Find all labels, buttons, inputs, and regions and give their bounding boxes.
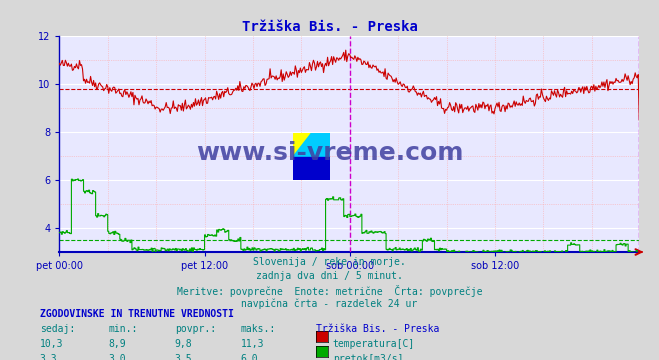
- Text: ZGODOVINSKE IN TRENUTNE VREDNOSTI: ZGODOVINSKE IN TRENUTNE VREDNOSTI: [40, 309, 233, 319]
- Polygon shape: [293, 133, 330, 157]
- Text: Tržiška Bis. - Preska: Tržiška Bis. - Preska: [242, 20, 417, 34]
- Text: zadnja dva dni / 5 minut.: zadnja dva dni / 5 minut.: [256, 271, 403, 281]
- Text: Tržiška Bis. - Preska: Tržiška Bis. - Preska: [316, 324, 440, 334]
- Text: sedaj:: sedaj:: [40, 324, 74, 334]
- Text: pretok[m3/s]: pretok[m3/s]: [333, 354, 403, 360]
- Text: 11,3: 11,3: [241, 339, 264, 349]
- Polygon shape: [293, 133, 312, 157]
- Text: povpr.:: povpr.:: [175, 324, 215, 334]
- Text: maks.:: maks.:: [241, 324, 275, 334]
- Text: 3,0: 3,0: [109, 354, 127, 360]
- Text: 6,0: 6,0: [241, 354, 258, 360]
- Text: temperatura[C]: temperatura[C]: [333, 339, 415, 349]
- Text: Meritve: povprečne  Enote: metrične  Črta: povprečje: Meritve: povprečne Enote: metrične Črta:…: [177, 285, 482, 297]
- Text: navpična črta - razdelek 24 ur: navpična črta - razdelek 24 ur: [241, 298, 418, 309]
- Text: Slovenija / reke in morje.: Slovenija / reke in morje.: [253, 257, 406, 267]
- Text: 3,3: 3,3: [40, 354, 57, 360]
- Text: 8,9: 8,9: [109, 339, 127, 349]
- Text: 9,8: 9,8: [175, 339, 192, 349]
- Text: www.si-vreme.com: www.si-vreme.com: [196, 141, 463, 165]
- Text: min.:: min.:: [109, 324, 138, 334]
- Text: 3,5: 3,5: [175, 354, 192, 360]
- Text: 10,3: 10,3: [40, 339, 63, 349]
- Polygon shape: [293, 157, 330, 180]
